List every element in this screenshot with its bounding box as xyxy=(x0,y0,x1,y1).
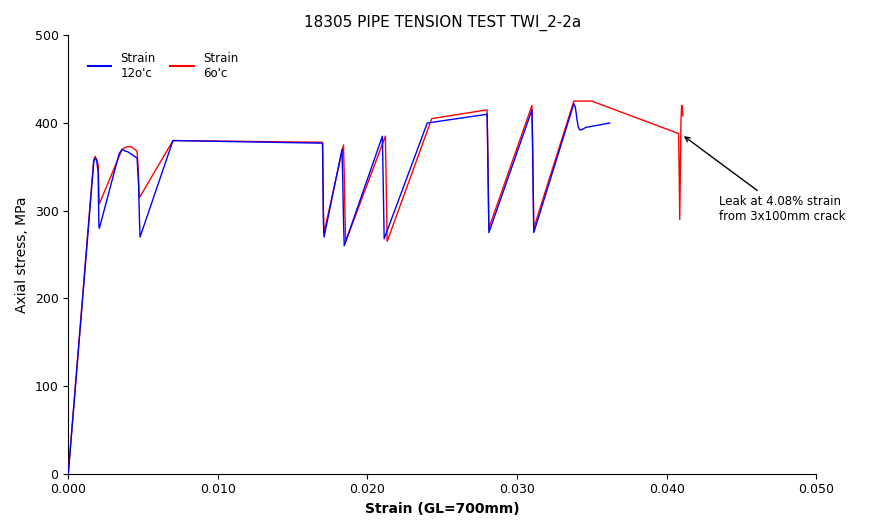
Legend: Strain
12o'c, Strain
6o'c: Strain 12o'c, Strain 6o'c xyxy=(82,46,244,85)
Y-axis label: Axial stress, MPa: Axial stress, MPa xyxy=(15,196,29,313)
Title: 18305 PIPE TENSION TEST TWI_2-2a: 18305 PIPE TENSION TEST TWI_2-2a xyxy=(303,15,580,31)
X-axis label: Strain (GL=700mm): Strain (GL=700mm) xyxy=(364,502,519,516)
Text: Leak at 4.08% strain
from 3x100mm crack: Leak at 4.08% strain from 3x100mm crack xyxy=(684,137,845,223)
